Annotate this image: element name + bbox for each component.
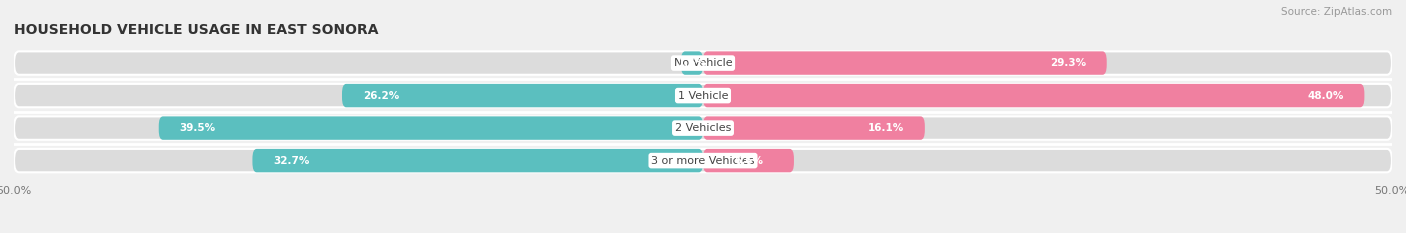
FancyBboxPatch shape [14,149,1392,172]
FancyBboxPatch shape [703,149,794,172]
Text: HOUSEHOLD VEHICLE USAGE IN EAST SONORA: HOUSEHOLD VEHICLE USAGE IN EAST SONORA [14,23,378,37]
Text: 16.1%: 16.1% [868,123,904,133]
Text: 2 Vehicles: 2 Vehicles [675,123,731,133]
Text: 29.3%: 29.3% [1050,58,1085,68]
FancyBboxPatch shape [342,84,703,107]
FancyBboxPatch shape [14,84,1392,107]
FancyBboxPatch shape [14,116,1392,140]
Text: 48.0%: 48.0% [1308,91,1344,101]
FancyBboxPatch shape [681,51,703,75]
Text: 1 Vehicle: 1 Vehicle [678,91,728,101]
FancyBboxPatch shape [159,116,703,140]
FancyBboxPatch shape [703,84,1364,107]
FancyBboxPatch shape [253,149,703,172]
Text: Source: ZipAtlas.com: Source: ZipAtlas.com [1281,7,1392,17]
Text: 32.7%: 32.7% [273,156,309,166]
Text: 1.6%: 1.6% [678,58,706,68]
Text: No Vehicle: No Vehicle [673,58,733,68]
Text: 6.6%: 6.6% [734,156,763,166]
Text: 3 or more Vehicles: 3 or more Vehicles [651,156,755,166]
FancyBboxPatch shape [703,51,1107,75]
Text: 26.2%: 26.2% [363,91,399,101]
FancyBboxPatch shape [703,116,925,140]
FancyBboxPatch shape [14,51,1392,75]
Text: 39.5%: 39.5% [180,123,215,133]
